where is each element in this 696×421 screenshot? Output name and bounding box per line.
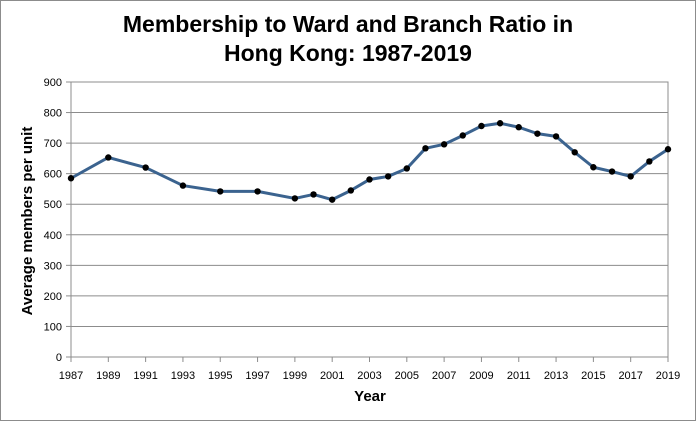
data-point <box>105 154 112 161</box>
y-tick-label: 100 <box>44 321 62 333</box>
x-tick-label: 2003 <box>357 370 381 382</box>
data-point <box>254 188 261 195</box>
data-point <box>646 158 653 165</box>
data-point <box>328 196 336 203</box>
data-point <box>571 149 578 156</box>
data-point <box>459 132 466 139</box>
data-point <box>179 182 187 189</box>
data-point <box>534 130 541 137</box>
data-point <box>366 176 373 183</box>
y-tick-label: 300 <box>44 260 62 272</box>
y-tick-label: 900 <box>44 77 62 89</box>
data-point <box>67 175 75 182</box>
x-tick-label: 1995 <box>208 370 232 382</box>
x-tick-label: 2013 <box>544 370 568 382</box>
data-point <box>627 173 634 180</box>
series-line <box>70 121 669 202</box>
x-tick-label: 2019 <box>656 370 680 382</box>
data-point <box>403 165 411 172</box>
data-point <box>422 145 429 152</box>
y-tick-label: 200 <box>44 291 62 303</box>
y-tick-label: 600 <box>44 169 62 181</box>
data-point <box>552 133 560 140</box>
chart-title-line2: Hong Kong: 1987-2019 <box>224 40 472 66</box>
chart-title: Membership to Ward and Branch Ratio in H… <box>0 10 696 68</box>
gridlines <box>71 81 668 358</box>
data-point <box>217 188 224 195</box>
x-tick-label: 2015 <box>581 370 605 382</box>
data-point <box>608 168 616 175</box>
data-point <box>478 122 485 130</box>
x-tick-label: 2001 <box>320 370 344 382</box>
x-tick-label: 1999 <box>283 370 307 382</box>
data-point <box>515 124 522 131</box>
data-series <box>67 120 672 203</box>
data-point <box>347 187 355 194</box>
data-point <box>142 164 149 171</box>
y-axis-title: Average members per unit <box>19 127 36 316</box>
data-point <box>496 120 504 127</box>
x-tick-label: 1989 <box>96 370 120 382</box>
x-tick-label: 1997 <box>245 370 269 382</box>
y-tick-label: 800 <box>44 108 62 120</box>
data-point <box>440 141 448 148</box>
x-tick-label: 2007 <box>432 370 456 382</box>
x-tick-label: 2005 <box>395 370 419 382</box>
y-tick-label: 700 <box>44 138 62 150</box>
data-point <box>664 146 672 153</box>
y-tick-labels: 0 100 200 300 400 500 600 700 800 900 <box>44 77 62 364</box>
x-tick-labels: 1987 1989 1991 1993 1995 1997 1999 2001 2003 2005… <box>59 370 680 382</box>
y-tick-label: 0 <box>56 352 62 364</box>
x-tick-label: 1993 <box>171 370 195 382</box>
data-point <box>291 195 299 202</box>
data-point <box>590 164 597 171</box>
x-axis-title: Year <box>354 388 386 405</box>
axes <box>66 81 669 362</box>
x-tick-label: 2011 <box>507 370 531 382</box>
x-tick-label: 1987 <box>59 370 83 382</box>
x-tick-label: 2009 <box>469 370 493 382</box>
plot-area-border <box>70 81 669 358</box>
x-tick-label: 2017 <box>618 370 642 382</box>
y-tick-label: 400 <box>44 230 62 242</box>
chart-title-line1: Membership to Ward and Branch Ratio in <box>122 11 574 37</box>
data-point <box>384 173 392 180</box>
data-point <box>310 191 317 198</box>
y-tick-label: 500 <box>44 199 62 211</box>
x-tick-label: 1991 <box>133 370 157 382</box>
